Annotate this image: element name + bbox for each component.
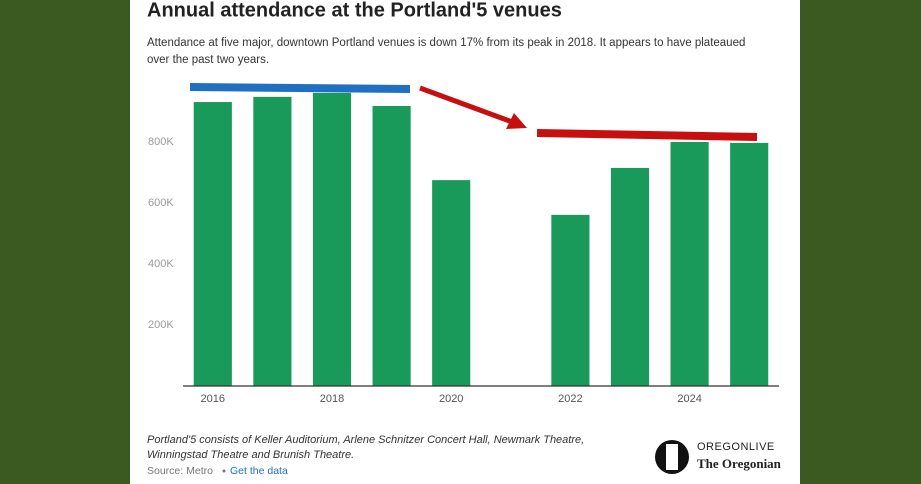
bar — [253, 96, 292, 387]
bar — [670, 142, 709, 386]
subtitle: over the past two years. — [147, 54, 269, 66]
logo-icon — [666, 444, 678, 470]
note: Portland'5 consists of Keller Auditorium… — [147, 434, 584, 446]
note: Winningstad Theatre and Brunish Theatre. — [147, 449, 354, 461]
y-tick-label: 200K — [148, 319, 174, 331]
x-tick-label: 2020 — [439, 393, 463, 405]
x-tick-label: 2016 — [201, 393, 225, 405]
x-tick-label: 2022 — [558, 393, 582, 405]
bar — [193, 102, 232, 387]
bar — [312, 92, 352, 387]
annotation-line — [189, 83, 411, 93]
arrow-head — [506, 113, 527, 129]
bar — [432, 180, 471, 386]
annotation-arrow — [419, 85, 516, 126]
x-tick-label: 2024 — [677, 393, 701, 405]
bar — [372, 106, 411, 386]
source: Source: Metro — [147, 465, 213, 477]
logo-text: OREGONLIVE — [697, 441, 775, 453]
separator — [222, 469, 226, 473]
y-tick-label: 600K — [148, 197, 174, 209]
logo-text: The Oregonian — [697, 456, 782, 471]
y-tick-label: 800K — [148, 136, 174, 148]
chart-title: Annual attendance at the Portland'5 venu… — [147, 0, 562, 21]
data-link[interactable]: Get the data — [230, 465, 288, 477]
annotation-line — [536, 129, 758, 141]
bar — [551, 214, 590, 386]
y-tick-label: 400K — [148, 258, 174, 270]
bar — [610, 167, 650, 386]
bar — [730, 142, 769, 386]
subtitle: Attendance at five major, downtown Portl… — [147, 37, 745, 49]
x-tick-label: 2018 — [320, 393, 344, 405]
